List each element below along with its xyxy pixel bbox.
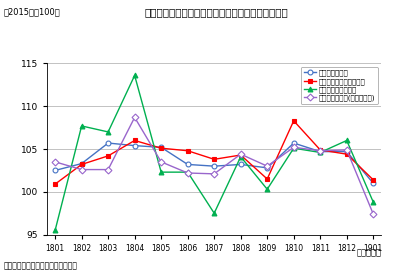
Text: （資料）経済産業省「鉱工業指数」: （資料）経済産業省「鉱工業指数」: [4, 261, 78, 270]
投資財出荷指数(除輸送機械): [53, 160, 57, 163]
耐久消費財出荷指数: [185, 171, 190, 174]
Text: 景気動向指数の一致系列（鉱工業指数関連）の推移: 景気動向指数の一致系列（鉱工業指数関連）の推移: [144, 7, 288, 17]
鉱工業生産指数: [106, 141, 110, 145]
鉱工業生産指数: [79, 162, 84, 165]
鉱工業用生産財出荷指数: [185, 149, 190, 152]
耐久消費財出荷指数: [265, 188, 270, 191]
耐久消費財出荷指数: [212, 212, 217, 215]
Line: 投資財出荷指数(除輸送機械): 投資財出荷指数(除輸送機械): [53, 115, 376, 216]
耐久消費財出荷指数: [79, 124, 84, 128]
耐久消費財出荷指数: [291, 147, 296, 150]
Line: 耐久消費財出荷指数: 耐久消費財出荷指数: [53, 73, 376, 233]
投資財出荷指数(除輸送機械): [106, 168, 110, 171]
投資財出荷指数(除輸送機械): [212, 172, 217, 176]
耐久消費財出荷指数: [132, 74, 137, 77]
鉱工業生産指数: [185, 163, 190, 166]
鉱工業用生産財出荷指数: [291, 119, 296, 123]
投資財出荷指数(除輸送機械): [159, 160, 163, 163]
鉱工業用生産財出荷指数: [106, 154, 110, 158]
Text: （年・月）: （年・月）: [356, 248, 381, 258]
投資財出荷指数(除輸送機械): [132, 116, 137, 119]
鉱工業生産指数: [344, 150, 349, 153]
Line: 鉱工業生産指数: 鉱工業生産指数: [53, 140, 376, 186]
投資財出荷指数(除輸送機械): [185, 171, 190, 175]
投資財出荷指数(除輸送機械): [238, 153, 243, 156]
鉱工業用生産財出荷指数: [371, 178, 376, 182]
耐久消費財出荷指数: [53, 229, 57, 232]
鉱工業用生産財出荷指数: [159, 147, 163, 150]
投資財出荷指数(除輸送機械): [265, 164, 270, 168]
鉱工業用生産財出荷指数: [318, 148, 323, 152]
投資財出荷指数(除輸送機械): [291, 146, 296, 149]
Text: （2015年＝100）: （2015年＝100）: [4, 7, 61, 16]
投資財出荷指数(除輸送機械): [344, 148, 349, 152]
鉱工業用生産財出荷指数: [238, 153, 243, 157]
鉱工業用生産財出荷指数: [79, 163, 84, 166]
鉱工業生産指数: [212, 164, 217, 168]
鉱工業生産指数: [265, 166, 270, 169]
鉱工業用生産財出荷指数: [132, 139, 137, 142]
耐久消費財出荷指数: [106, 130, 110, 134]
耐久消費財出荷指数: [344, 139, 349, 142]
鉱工業生産指数: [53, 169, 57, 172]
耐久消費財出荷指数: [238, 155, 243, 158]
耐久消費財出荷指数: [371, 200, 376, 204]
鉱工業用生産財出荷指数: [212, 158, 217, 161]
投資財出荷指数(除輸送機械): [79, 168, 84, 171]
鉱工業用生産財出荷指数: [53, 182, 57, 186]
鉱工業生産指数: [159, 146, 163, 149]
鉱工業用生産財出荷指数: [265, 177, 270, 181]
Line: 鉱工業用生産財出荷指数: 鉱工業用生産財出荷指数: [53, 118, 376, 187]
投資財出荷指数(除輸送機械): [318, 149, 323, 152]
投資財出荷指数(除輸送機械): [371, 213, 376, 216]
鉱工業生産指数: [318, 150, 323, 153]
鉱工業生産指数: [132, 144, 137, 147]
鉱工業用生産財出荷指数: [344, 153, 349, 156]
鉱工業生産指数: [238, 163, 243, 166]
Legend: 鉱工業生産指数, 鉱工業用生産財出荷指数, 耐久消費財出荷指数, 投資財出荷指数(除輸送機械): 鉱工業生産指数, 鉱工業用生産財出荷指数, 耐久消費財出荷指数, 投資財出荷指数…: [301, 67, 378, 104]
耐久消費財出荷指数: [159, 171, 163, 174]
鉱工業生産指数: [291, 141, 296, 145]
鉱工業生産指数: [371, 182, 376, 185]
耐久消費財出荷指数: [318, 151, 323, 154]
